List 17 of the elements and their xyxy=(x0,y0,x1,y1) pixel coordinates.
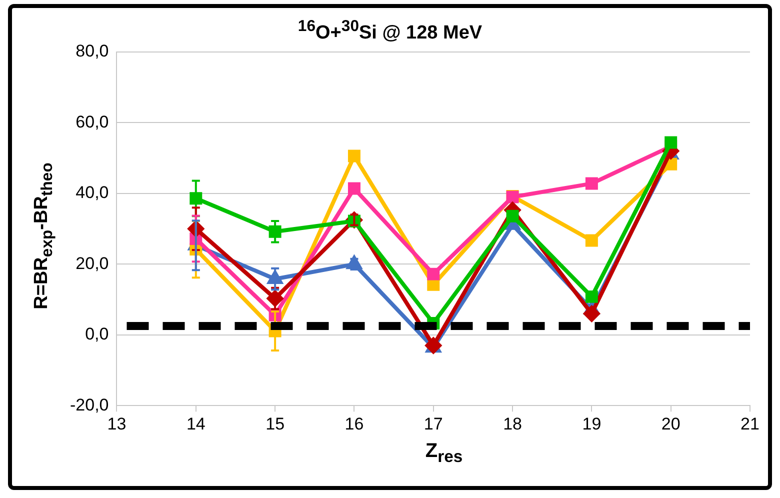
x-tick-label: 21 xyxy=(740,414,760,434)
chart-title: $^{16}$O+$^{30}$Si @ 128 MeV xyxy=(298,18,482,44)
y-tick-label: 20,0 xyxy=(76,254,109,273)
x-tick-label: 13 xyxy=(107,414,126,434)
x-tick-label: 15 xyxy=(266,414,285,434)
y-tick-label: 0,0 xyxy=(85,324,109,344)
x-tick-label: 17 xyxy=(424,414,443,434)
x-tick-label: 19 xyxy=(582,414,602,434)
x-tick-label: 16 xyxy=(344,414,364,434)
y-tick-label: -20,0 xyxy=(70,395,109,414)
x-tick-label: 18 xyxy=(503,414,522,434)
y-tick-label: 40,0 xyxy=(76,183,109,202)
x-tick-label: 20 xyxy=(661,414,680,434)
y-tick-label: 60,0 xyxy=(76,112,109,132)
x-tick-label: 14 xyxy=(186,414,206,434)
x-axis-title: Z$_{res}$ xyxy=(424,440,464,467)
y-tick-label: 80,0 xyxy=(76,42,109,61)
